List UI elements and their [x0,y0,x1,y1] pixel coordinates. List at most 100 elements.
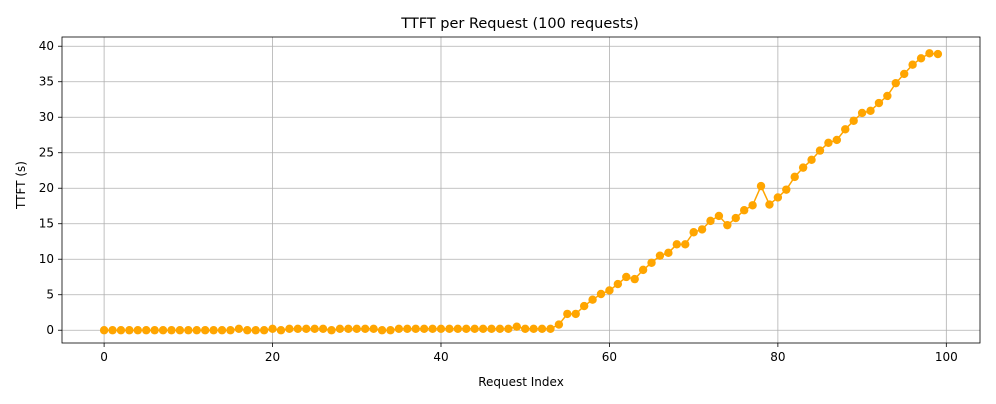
data-point [807,155,816,165]
data-point [504,324,513,334]
data-point [251,326,260,335]
data-point [175,326,185,335]
x-tick-label: 20 [265,350,280,364]
data-points [99,49,943,335]
y-tick-label: 40 [39,39,54,53]
series-polyline [104,52,938,331]
data-point [782,185,791,194]
y-tick-label: 5 [46,288,54,302]
data-point [605,286,614,295]
data-point [293,324,303,334]
data-point [217,326,227,335]
data-point [714,211,724,221]
data-point [521,324,530,334]
data-point [706,216,715,226]
data-point [411,324,420,334]
data-point [192,326,201,335]
data-point [386,326,395,335]
y-axis-ticks: 0 5 10 15 20 25 30 35 40 [39,39,62,337]
data-point [832,135,842,145]
y-tick-label: 35 [39,75,54,89]
data-point [108,326,117,335]
y-axis-label: TTFT (s) [14,161,28,210]
data-point [226,326,235,335]
data-point [125,326,134,335]
x-tick-label: 100 [935,350,958,364]
data-point [866,106,875,116]
data-point [613,279,623,289]
y-tick-label: 20 [39,181,54,195]
data-point [739,206,749,215]
data-point [453,324,463,334]
data-point [857,108,867,118]
y-tick-label: 25 [39,146,54,160]
data-point [344,324,353,334]
data-point [200,326,210,335]
data-point [731,213,740,223]
data-point [841,125,850,134]
data-point [883,91,892,101]
x-axis-ticks: 0 20 40 60 80 100 [100,343,958,364]
data-point [268,324,277,334]
data-point [276,326,286,335]
data-point [234,324,244,334]
data-point [588,295,597,304]
data-point [512,322,521,331]
data-point [849,116,858,125]
data-point [925,49,934,58]
data-point [529,324,538,334]
data-point [824,138,833,147]
series-line [104,52,938,331]
data-point [142,326,151,335]
data-point [478,324,488,334]
data-point [933,49,943,59]
data-point [672,240,682,249]
data-point [622,272,631,282]
data-point [259,326,269,335]
data-point [158,326,168,335]
x-tick-label: 0 [100,350,108,364]
data-point [723,220,732,230]
data-point [790,172,799,182]
data-point [352,324,361,334]
x-axis-label: Request Index [478,375,564,389]
data-point [150,326,159,335]
data-point [360,324,370,334]
data-point [630,274,639,284]
data-point [815,146,825,155]
data-point [596,289,606,299]
data-point [748,201,757,210]
gridlines [62,37,980,343]
x-tick-label: 80 [770,350,785,364]
y-tick-label: 30 [39,110,54,124]
data-point [891,78,900,88]
x-tick-label: 40 [433,350,448,364]
x-tick-label: 60 [602,350,617,364]
data-point [563,309,572,319]
data-point [99,326,109,335]
data-point [495,324,505,334]
data-point [638,265,648,275]
data-point [798,163,808,172]
data-point [874,98,884,108]
data-point [209,326,218,335]
data-point [436,324,446,334]
data-point [285,324,294,334]
data-point [900,69,909,79]
data-point [689,228,698,237]
data-point [167,326,176,335]
data-point [403,324,412,334]
data-point [184,326,193,335]
y-tick-label: 0 [46,323,54,337]
data-point [664,248,673,258]
data-point [428,324,437,334]
data-point [335,324,345,334]
data-point [327,326,336,335]
data-point [243,326,252,335]
data-point [579,301,589,311]
chart-title: TTFT per Request (100 requests) [400,16,639,32]
data-point [419,324,429,334]
data-point [537,324,547,334]
data-point [310,324,319,334]
